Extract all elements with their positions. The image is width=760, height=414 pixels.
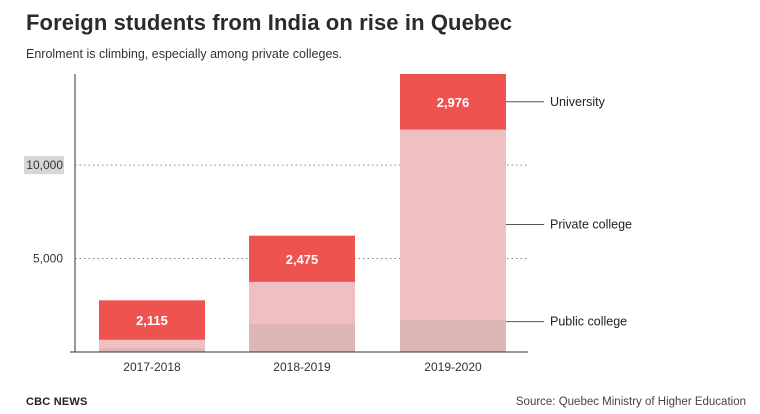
bar-segment-public-college: [99, 347, 205, 352]
bar-segment-private-college: [249, 281, 355, 324]
bar-segment-public-college: [400, 319, 506, 352]
chart-title: Foreign students from India on rise in Q…: [26, 10, 513, 35]
bar-segment-university: [400, 74, 506, 130]
source-note: Source: Quebec Ministry of Higher Educat…: [515, 396, 746, 408]
data-label: 2,115: [136, 313, 168, 328]
tick-highlight: [24, 156, 64, 175]
x-tick-label: 2019-2020: [424, 360, 482, 374]
legend-item-public-college: Public college: [550, 315, 627, 329]
bar-segment-private-college: [400, 129, 506, 320]
x-tick-label: 2017-2018: [123, 360, 181, 374]
chart-subtitle: Enrolment is climbing, especially among …: [26, 47, 343, 61]
legend-item-private-college: Private college: [550, 217, 632, 231]
bar-segment-university: [249, 235, 355, 282]
y-tick-label: 5,000: [33, 252, 63, 266]
x-tick-label: 2018-2019: [273, 360, 331, 374]
legend-item-university: University: [550, 95, 606, 109]
y-tick-label: 10,000: [26, 158, 63, 172]
bar-segment-university: [99, 300, 205, 340]
bar-segment-public-college: [249, 323, 355, 352]
bar-segment-private-college: [99, 339, 205, 348]
brand-label: CBC NEWS: [26, 396, 88, 408]
data-label: 2,976: [437, 95, 470, 110]
data-label: 2,475: [286, 252, 319, 267]
